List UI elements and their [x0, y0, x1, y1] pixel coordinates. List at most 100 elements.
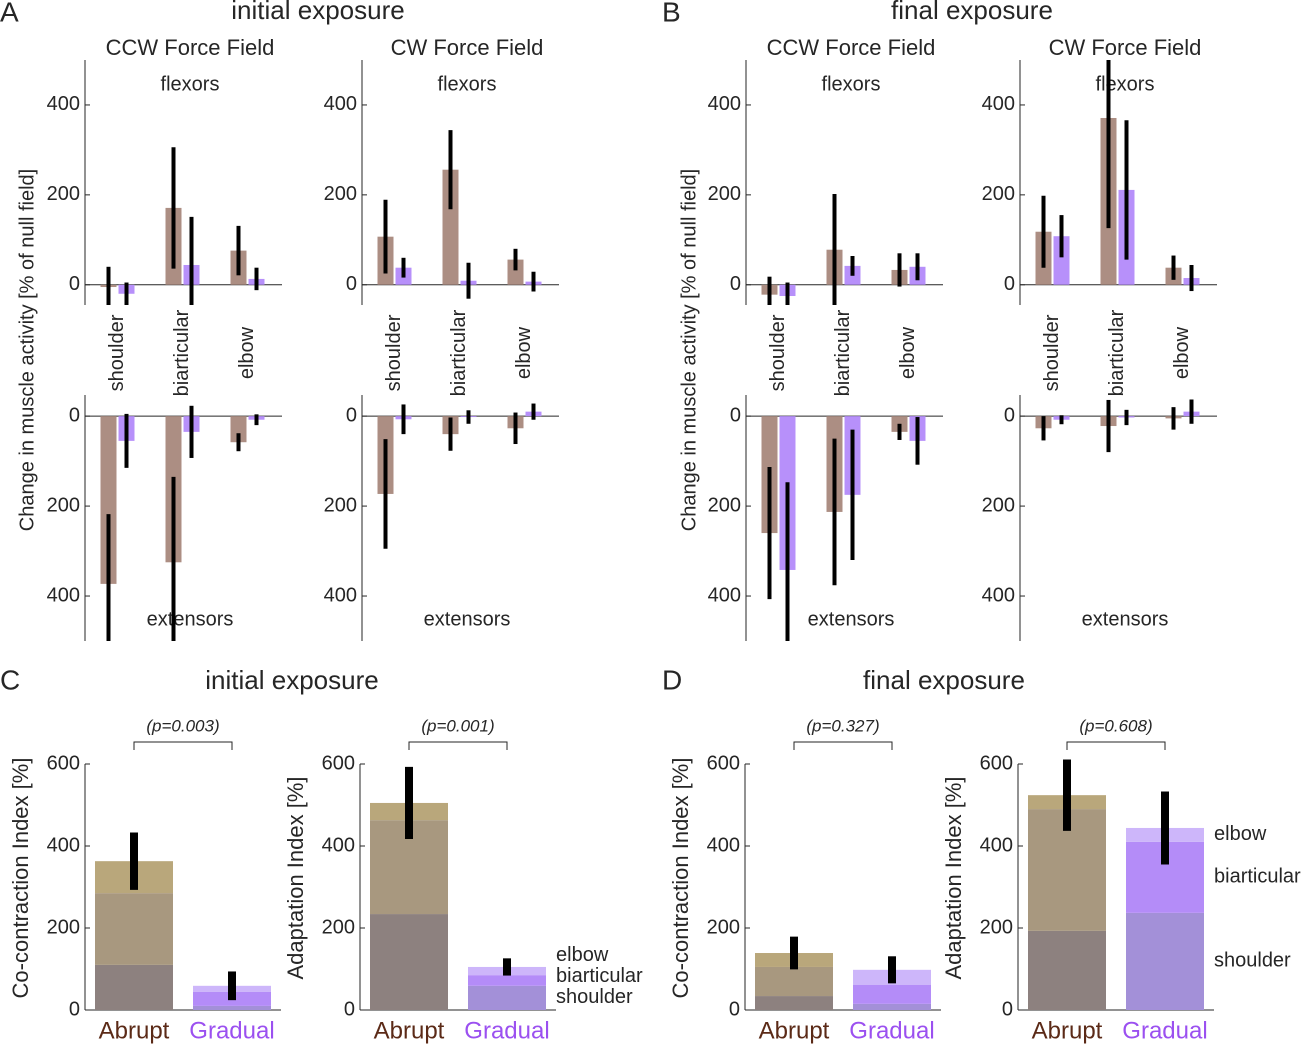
- y-axis-label: Co-contraction Index [%]: [8, 758, 33, 999]
- category-label: elbow: [513, 326, 535, 379]
- annotation: (p=0.001): [421, 716, 494, 735]
- annotation: (p=0.608): [1079, 716, 1152, 735]
- y-tick-label: 200: [324, 494, 357, 516]
- bracket: [793, 741, 893, 750]
- legend-label: elbow: [556, 944, 609, 966]
- panel-title: initial exposure: [231, 0, 404, 25]
- legend-label: shoulder: [1214, 950, 1291, 972]
- annotation: (p=0.003): [146, 716, 219, 735]
- category-label: Abrupt: [759, 1017, 830, 1044]
- subplot-label: flexors: [1096, 73, 1155, 95]
- annotation: (p=0.327): [806, 716, 879, 735]
- category-label: Gradual: [1122, 1017, 1207, 1044]
- panel-letter: C: [0, 664, 20, 695]
- legend-label: biarticular: [1214, 866, 1301, 888]
- bar-segment: [95, 893, 173, 965]
- category-label: Gradual: [464, 1017, 549, 1044]
- y-tick-label: 600: [322, 752, 355, 774]
- y-axis-label: Adaptation Index [%]: [283, 776, 308, 979]
- panel-letter: A: [0, 0, 19, 27]
- subplot-label: flexors: [161, 73, 220, 95]
- category-label: elbow: [236, 326, 258, 379]
- y-tick-label: 200: [324, 183, 357, 205]
- y-tick-label: 400: [47, 584, 80, 606]
- y-tick-label: 200: [708, 494, 741, 516]
- bar-segment: [853, 984, 931, 1004]
- category-label: Gradual: [849, 1017, 934, 1044]
- y-tick-label: 200: [982, 183, 1015, 205]
- y-tick-label: 400: [324, 93, 357, 115]
- y-tick-label: 0: [69, 273, 80, 295]
- chart-title: CW Force Field: [1049, 35, 1202, 60]
- subplot-label: extensors: [808, 608, 895, 630]
- y-tick-label: 600: [47, 752, 80, 774]
- y-tick-label: 0: [69, 404, 80, 426]
- y-tick-label: 400: [322, 834, 355, 856]
- y-tick-label: 200: [708, 183, 741, 205]
- y-tick-label: 200: [47, 494, 80, 516]
- y-tick-label: 400: [982, 584, 1015, 606]
- y-tick-label: 400: [47, 93, 80, 115]
- panel-title: final exposure: [863, 665, 1025, 695]
- subplot-label: extensors: [1082, 608, 1169, 630]
- panel-title: final exposure: [891, 0, 1053, 25]
- y-tick-label: 0: [346, 273, 357, 295]
- y-tick-label: 600: [707, 752, 740, 774]
- legend-label: biarticular: [556, 965, 643, 987]
- category-label: elbow: [897, 326, 919, 379]
- bar: [507, 259, 524, 285]
- subplot-label: extensors: [424, 608, 511, 630]
- y-tick-label: 0: [1004, 273, 1015, 295]
- category-label: Abrupt: [99, 1017, 170, 1044]
- legend-label: shoulder: [556, 986, 633, 1008]
- category-label: Abrupt: [1032, 1017, 1103, 1044]
- panel-letter: B: [662, 0, 681, 27]
- bar-segment: [468, 985, 546, 1010]
- y-tick-label: 400: [47, 834, 80, 856]
- subplot-label: extensors: [147, 608, 234, 630]
- y-tick-label: 400: [708, 584, 741, 606]
- panel-letter: D: [662, 664, 682, 695]
- y-axis-label: Change in muscle activity [% of null fie…: [678, 169, 700, 531]
- category-label: biarticular: [832, 309, 854, 396]
- y-axis-label: Co-contraction Index [%]: [668, 758, 693, 999]
- bracket: [133, 741, 233, 750]
- bar-segment: [755, 966, 833, 997]
- category-label: elbow: [1171, 326, 1193, 379]
- panel-title: initial exposure: [205, 665, 378, 695]
- y-tick-label: 200: [47, 916, 80, 938]
- y-tick-label: 0: [344, 998, 355, 1020]
- bar-segment: [370, 914, 448, 1010]
- y-tick-label: 0: [730, 404, 741, 426]
- subplot-label: flexors: [438, 73, 497, 95]
- bracket: [408, 741, 508, 750]
- bar-segment: [755, 996, 833, 1010]
- y-tick-label: 0: [1002, 998, 1013, 1020]
- y-axis-label: Adaptation Index [%]: [941, 776, 966, 979]
- chart-title: CCW Force Field: [767, 35, 936, 60]
- bar: [1053, 236, 1070, 285]
- y-tick-label: 400: [324, 584, 357, 606]
- legend-label: elbow: [1214, 823, 1267, 845]
- y-tick-label: 200: [707, 916, 740, 938]
- bracket: [1066, 741, 1166, 750]
- y-tick-label: 0: [729, 998, 740, 1020]
- bar-segment: [1028, 930, 1106, 1010]
- y-tick-label: 400: [980, 834, 1013, 856]
- bar: [230, 416, 247, 443]
- category-label: biarticular: [171, 309, 193, 396]
- y-tick-label: 200: [47, 183, 80, 205]
- category-label: shoulder: [1041, 314, 1063, 391]
- y-tick-label: 200: [982, 494, 1015, 516]
- category-label: biarticular: [448, 309, 470, 396]
- y-tick-label: 400: [982, 93, 1015, 115]
- y-tick-label: 400: [707, 834, 740, 856]
- chart-title: CCW Force Field: [106, 35, 275, 60]
- category-label: shoulder: [383, 314, 405, 391]
- bar-segment: [468, 975, 546, 986]
- y-axis-label: Change in muscle activity [% of null fie…: [16, 169, 38, 531]
- bar-segment: [95, 964, 173, 1010]
- bar-segment: [1126, 912, 1204, 1010]
- subplot-label: flexors: [822, 73, 881, 95]
